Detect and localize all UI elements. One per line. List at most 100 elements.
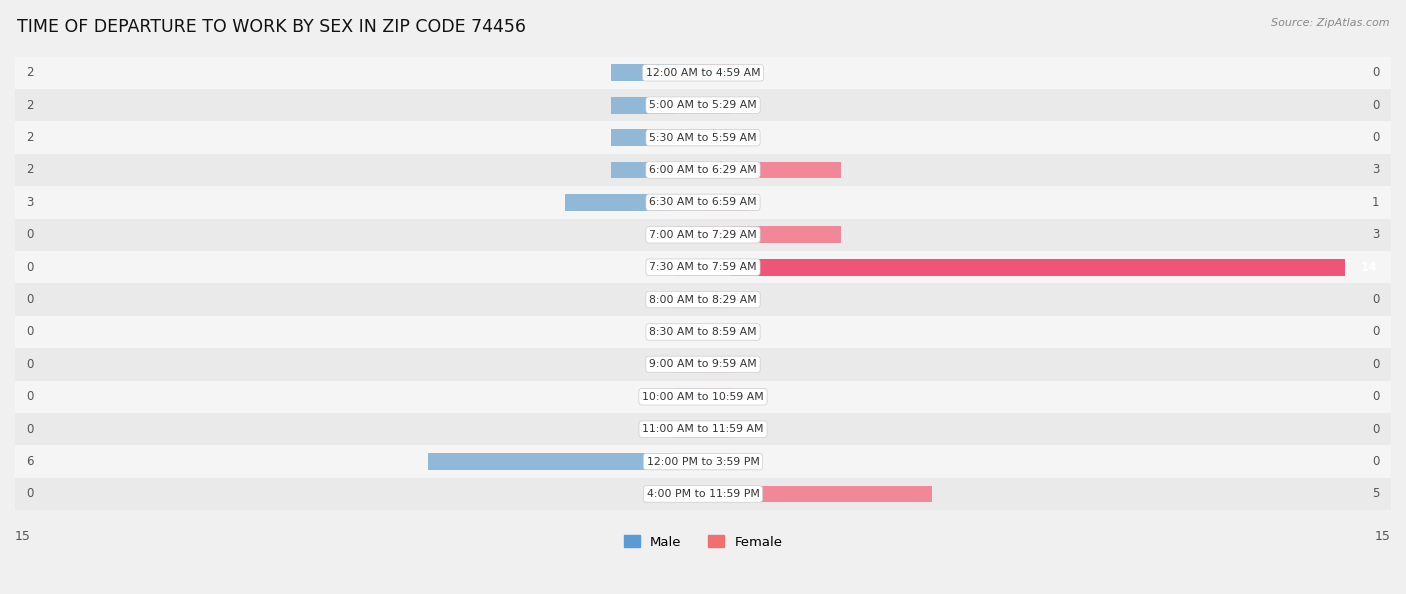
Text: 0: 0 — [1372, 131, 1379, 144]
Bar — [703, 485, 932, 503]
Text: TIME OF DEPARTURE TO WORK BY SEX IN ZIP CODE 74456: TIME OF DEPARTURE TO WORK BY SEX IN ZIP … — [17, 18, 526, 36]
Bar — [15, 154, 1391, 186]
Bar — [675, 226, 703, 243]
Bar — [675, 97, 703, 113]
Text: 0: 0 — [27, 390, 34, 403]
Text: 0: 0 — [27, 261, 34, 274]
Text: 3: 3 — [1372, 163, 1379, 176]
Text: 0: 0 — [27, 326, 34, 339]
Bar — [703, 259, 731, 276]
Bar — [703, 421, 731, 438]
Bar — [15, 316, 1391, 348]
Text: 8:30 AM to 8:59 AM: 8:30 AM to 8:59 AM — [650, 327, 756, 337]
Text: 0: 0 — [1372, 455, 1379, 468]
Bar — [15, 56, 1391, 89]
Bar — [675, 194, 703, 211]
Text: 0: 0 — [27, 488, 34, 501]
Bar — [15, 219, 1391, 251]
Bar — [703, 291, 731, 308]
Text: 0: 0 — [27, 228, 34, 241]
Bar — [612, 64, 703, 81]
Bar — [675, 259, 703, 276]
Bar — [675, 64, 703, 81]
Text: Source: ZipAtlas.com: Source: ZipAtlas.com — [1271, 18, 1389, 28]
Bar — [703, 64, 731, 81]
Text: 3: 3 — [27, 196, 34, 209]
Bar — [15, 186, 1391, 219]
Bar — [427, 453, 703, 470]
Text: 3: 3 — [1372, 228, 1379, 241]
Text: 0: 0 — [27, 423, 34, 435]
Text: 4:00 PM to 11:59 PM: 4:00 PM to 11:59 PM — [647, 489, 759, 499]
Text: 0: 0 — [1372, 423, 1379, 435]
Bar — [15, 121, 1391, 154]
Bar — [15, 381, 1391, 413]
Text: 14: 14 — [1361, 261, 1378, 274]
Bar — [703, 324, 731, 340]
Text: 0: 0 — [1372, 358, 1379, 371]
Text: 9:00 AM to 9:59 AM: 9:00 AM to 9:59 AM — [650, 359, 756, 369]
Bar — [675, 162, 703, 178]
Bar — [703, 388, 731, 405]
Text: 5: 5 — [1372, 488, 1379, 501]
Bar — [703, 97, 731, 113]
Bar — [675, 356, 703, 373]
Bar — [703, 162, 841, 178]
Bar — [703, 226, 731, 243]
Bar — [703, 129, 731, 146]
Bar — [675, 129, 703, 146]
Bar — [15, 413, 1391, 446]
Text: 0: 0 — [1372, 293, 1379, 306]
Bar — [15, 283, 1391, 316]
Bar — [612, 162, 703, 178]
Text: 11:00 AM to 11:59 AM: 11:00 AM to 11:59 AM — [643, 424, 763, 434]
Bar — [15, 446, 1391, 478]
Bar — [15, 478, 1391, 510]
Bar — [675, 421, 703, 438]
Text: 5:00 AM to 5:29 AM: 5:00 AM to 5:29 AM — [650, 100, 756, 110]
Text: 6:00 AM to 6:29 AM: 6:00 AM to 6:29 AM — [650, 165, 756, 175]
Bar — [565, 194, 703, 211]
Text: 0: 0 — [1372, 99, 1379, 112]
Text: 2: 2 — [27, 67, 34, 79]
Bar — [703, 453, 731, 470]
Bar — [675, 485, 703, 503]
Bar — [15, 251, 1391, 283]
Text: 7:30 AM to 7:59 AM: 7:30 AM to 7:59 AM — [650, 262, 756, 272]
Text: 15: 15 — [15, 530, 31, 542]
Text: 12:00 AM to 4:59 AM: 12:00 AM to 4:59 AM — [645, 68, 761, 78]
Text: 6: 6 — [27, 455, 34, 468]
Bar — [703, 194, 749, 211]
Text: 5:30 AM to 5:59 AM: 5:30 AM to 5:59 AM — [650, 132, 756, 143]
Text: 0: 0 — [1372, 390, 1379, 403]
Text: 10:00 AM to 10:59 AM: 10:00 AM to 10:59 AM — [643, 392, 763, 402]
Text: 0: 0 — [27, 358, 34, 371]
Bar — [703, 259, 1346, 276]
Text: 0: 0 — [27, 293, 34, 306]
Bar — [15, 348, 1391, 381]
Text: 8:00 AM to 8:29 AM: 8:00 AM to 8:29 AM — [650, 295, 756, 305]
Bar — [612, 129, 703, 146]
Bar — [612, 97, 703, 113]
Text: 7:00 AM to 7:29 AM: 7:00 AM to 7:29 AM — [650, 230, 756, 240]
Bar — [703, 194, 731, 211]
Text: 6:30 AM to 6:59 AM: 6:30 AM to 6:59 AM — [650, 197, 756, 207]
Text: 2: 2 — [27, 163, 34, 176]
Bar — [703, 485, 731, 503]
Legend: Male, Female: Male, Female — [624, 536, 782, 549]
Text: 2: 2 — [27, 99, 34, 112]
Bar — [703, 162, 731, 178]
Bar — [675, 324, 703, 340]
Bar — [703, 226, 841, 243]
Text: 0: 0 — [1372, 326, 1379, 339]
Bar — [675, 388, 703, 405]
Bar — [15, 89, 1391, 121]
Bar — [675, 453, 703, 470]
Text: 1: 1 — [1372, 196, 1379, 209]
Text: 0: 0 — [1372, 67, 1379, 79]
Bar — [703, 356, 731, 373]
Text: 2: 2 — [27, 131, 34, 144]
Text: 12:00 PM to 3:59 PM: 12:00 PM to 3:59 PM — [647, 457, 759, 466]
Bar — [675, 291, 703, 308]
Text: 15: 15 — [1375, 530, 1391, 542]
